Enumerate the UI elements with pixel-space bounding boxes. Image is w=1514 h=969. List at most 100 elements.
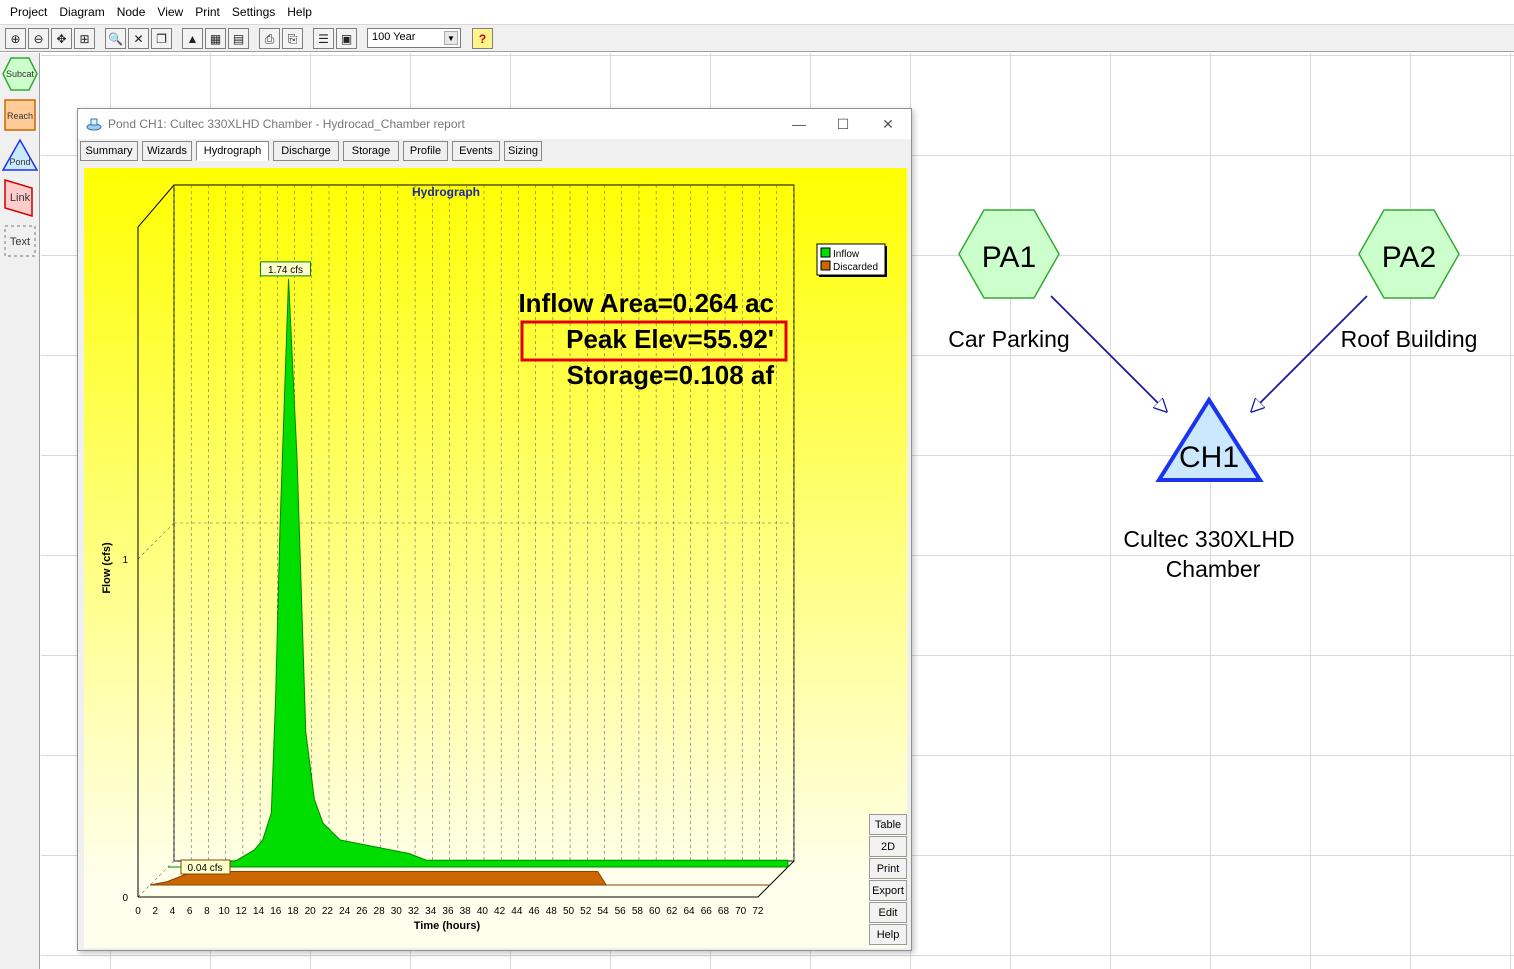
tab-storage[interactable]: Storage (343, 141, 399, 161)
zoom-in-icon[interactable]: ⊕ (5, 28, 26, 49)
palette-pond[interactable]: Pond (2, 137, 38, 175)
x-tick-label-33: 66 (701, 906, 713, 917)
x-axis-label: Time (hours) (414, 920, 481, 932)
menu-node[interactable]: Node (116, 5, 146, 19)
x-tick-label-12: 24 (339, 906, 351, 917)
legend-entry-0: Inflow (833, 249, 860, 260)
close-icon[interactable]: ✕ (882, 115, 894, 132)
y-tick-label-0: 0 (122, 893, 128, 904)
text-frame-icon (4, 225, 36, 257)
menu-view[interactable]: View (157, 5, 184, 19)
table-icon[interactable]: ▤ (228, 28, 249, 49)
storm-event-select[interactable]: 100 Year ▼ (367, 28, 461, 48)
pond-triangle-icon (2, 138, 38, 171)
node-pa1-id: PA1 (982, 241, 1036, 274)
menu-help[interactable]: Help (287, 5, 312, 19)
report-icon[interactable]: ☰ (313, 28, 334, 49)
chevron-down-icon[interactable]: ▼ (444, 31, 458, 45)
peak-label: 1.74 cfs (268, 265, 303, 276)
delete-icon[interactable]: ✕ (128, 28, 149, 49)
x-tick-label-24: 48 (546, 906, 558, 917)
tab-discharge[interactable]: Discharge (273, 141, 339, 161)
palette-pond-label: Pond (9, 157, 31, 167)
menu-print[interactable]: Print (195, 5, 220, 19)
maximize-icon[interactable]: ☐ (836, 115, 850, 132)
x-tick-label-23: 46 (528, 906, 540, 917)
tab-events[interactable]: Events (452, 141, 500, 161)
print-button[interactable]: Print (869, 858, 907, 879)
export-button[interactable]: Export (869, 880, 907, 901)
palette-link-label: Link (9, 192, 31, 204)
zoom-fit-icon[interactable]: ✥ (51, 28, 72, 49)
grid-icon[interactable]: ▦ (205, 28, 226, 49)
node-ch1[interactable]: CH1 (1155, 396, 1264, 482)
x-tick-label-34: 68 (718, 906, 730, 917)
tab-summary[interactable]: Summary (80, 141, 138, 161)
tab-hydrograph[interactable]: Hydrograph (196, 141, 269, 161)
x-tick-label-11: 22 (322, 906, 334, 917)
table-button[interactable]: Table (869, 814, 907, 835)
x-tick-label-27: 54 (597, 906, 609, 917)
x-tick-label-1: 2 (152, 906, 158, 917)
x-tick-label-6: 12 (236, 906, 248, 917)
x-tick-label-16: 32 (408, 906, 420, 917)
pond-report-window[interactable]: Pond CH1: Cultec 330XLHD Chamber - Hydro… (77, 108, 912, 951)
x-tick-label-18: 36 (442, 906, 454, 917)
edit-button[interactable]: Edit (869, 902, 907, 923)
node-pa2-id: PA2 (1382, 241, 1436, 274)
palette-link[interactable]: Link (2, 178, 38, 218)
legend-entry-1: Discarded (833, 262, 878, 273)
tab-profile[interactable]: Profile (403, 141, 448, 161)
x-tick-label-14: 28 (374, 906, 386, 917)
tab-sizing[interactable]: Sizing (504, 141, 542, 161)
reach-rectangle-icon (4, 99, 36, 131)
palette-reach[interactable]: Reach (2, 97, 38, 135)
discarded-series-band (149, 870, 770, 886)
report-titlebar[interactable]: Pond CH1: Cultec 330XLHD Chamber - Hydro… (78, 109, 911, 139)
node-pa2-label: Roof Building (1341, 326, 1478, 352)
calculator-icon[interactable]: ▣ (336, 28, 357, 49)
x-tick-label-21: 42 (494, 906, 506, 917)
2d-button[interactable]: 2D (869, 836, 907, 857)
palette-subcat[interactable]: Subcat (2, 55, 38, 93)
link-pa2-ch1[interactable] (1252, 295, 1368, 411)
node-pa2[interactable]: PA2 (1358, 209, 1460, 299)
help-icon[interactable]: ? (472, 28, 493, 49)
help-button[interactable]: Help (869, 924, 907, 945)
tab-wizards[interactable]: Wizards (142, 141, 192, 161)
hydrograph-chart: 0 2 4 6 8 10 12 14 16 18 20 22 24 26 28 30 32 34 36 38 40 42 4… (101, 184, 887, 932)
minimize-icon[interactable]: — (792, 116, 806, 132)
hydrograph-icon[interactable]: ▲ (182, 28, 203, 49)
x-tick-label-29: 58 (632, 906, 644, 917)
zoom-all-icon[interactable]: ⊞ (74, 28, 95, 49)
node-ch1-label-line1: Cultec 330XLHD (1123, 526, 1294, 552)
node-pa1[interactable]: PA1 (958, 209, 1060, 299)
print-icon[interactable]: ⎙ (259, 28, 280, 49)
x-tick-label-25: 50 (563, 906, 575, 917)
menu-settings[interactable]: Settings (231, 5, 276, 19)
zoom-out-icon[interactable]: ⊖ (28, 28, 49, 49)
x-tick-label-0: 0 (135, 906, 141, 917)
y-axis-label: Flow (cfs) (101, 542, 113, 594)
x-tick-label-4: 8 (204, 906, 210, 917)
chart-left-wall (137, 184, 175, 897)
node-palette: Subcat Reach Pond Link Text (0, 53, 40, 969)
x-tick-label-28: 56 (615, 906, 627, 917)
palette-text[interactable]: Text (2, 223, 38, 261)
link-icon (4, 178, 33, 218)
node-pa1-label: Car Parking (948, 326, 1069, 352)
menu-bar: Project Diagram Node View Print Settings Help (0, 0, 1514, 24)
chart-title: Hydrograph (412, 185, 480, 199)
x-tick-label-22: 44 (511, 906, 523, 917)
menu-project[interactable]: Project (10, 5, 48, 19)
copy-icon[interactable]: ❐ (151, 28, 172, 49)
info-line-2: Storage=0.108 af (567, 360, 775, 390)
print-preview-icon[interactable]: ⎘ (282, 28, 303, 49)
x-tick-label-13: 26 (356, 906, 368, 917)
pond-report-icon (86, 118, 102, 131)
menu-diagram[interactable]: Diagram (59, 5, 105, 19)
x-tick-label-20: 40 (477, 906, 489, 917)
palette-text-label: Text (9, 236, 31, 248)
find-icon[interactable]: 🔍 (105, 28, 126, 49)
link-pa1-ch1[interactable] (1050, 295, 1166, 411)
